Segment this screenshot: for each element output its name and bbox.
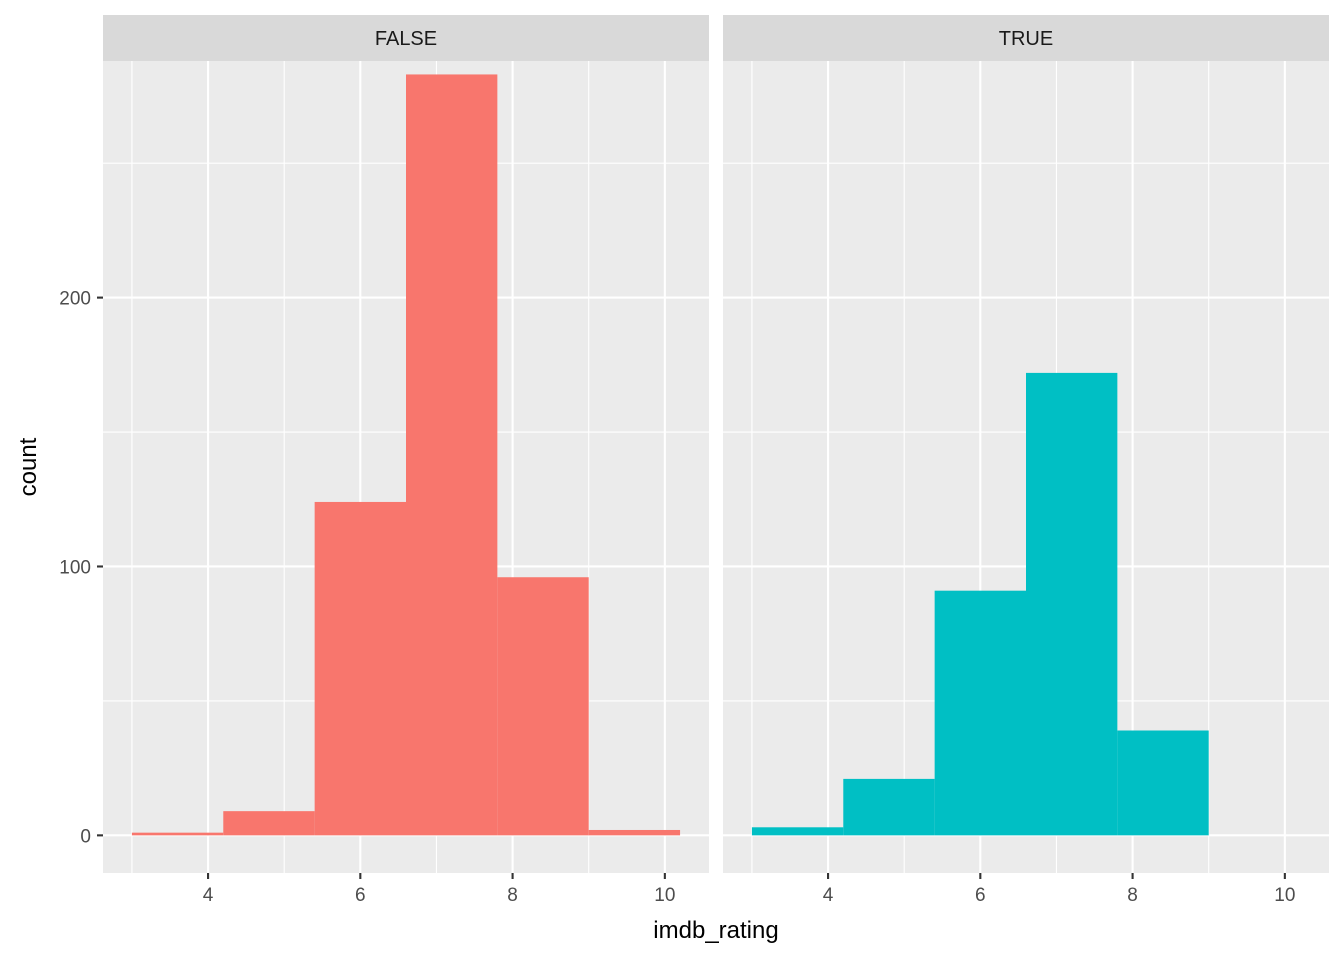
y-tick-label: 200: [59, 289, 91, 310]
histogram-bar: [934, 590, 1026, 836]
facet-strip-label: FALSE: [375, 28, 437, 50]
y-axis: 0 100 200: [59, 289, 103, 847]
y-tick-label: 100: [59, 557, 91, 578]
panels-layer: FALSE 4 6 8 10 TRUE 4 6 8 10: [103, 15, 1329, 906]
histogram-bar: [751, 827, 844, 836]
facet-strip-label: TRUE: [999, 28, 1053, 50]
histogram-bar: [1026, 372, 1118, 836]
histogram-bar: [223, 811, 315, 836]
histogram-bar: [497, 577, 589, 836]
panel-true: TRUE 4 6 8 10: [723, 15, 1329, 906]
x-tick-label: 4: [203, 885, 214, 906]
y-axis-title: count: [15, 437, 42, 496]
histogram-bar: [588, 829, 681, 836]
x-tick-label: 8: [507, 885, 518, 906]
histogram-bar: [131, 832, 224, 836]
histogram-bar: [314, 501, 406, 836]
histogram-bar: [843, 778, 935, 836]
x-tick-label: 10: [1274, 885, 1295, 906]
panel-false: FALSE 4 6 8 10: [103, 15, 709, 906]
x-tick-label: 4: [823, 885, 834, 906]
x-axis-title: imdb_rating: [653, 917, 778, 944]
x-tick-label: 6: [355, 885, 366, 906]
x-tick-label: 6: [975, 885, 986, 906]
x-tick-label: 10: [654, 885, 675, 906]
histogram-bar: [406, 74, 498, 836]
y-tick-label: 0: [80, 826, 91, 847]
facet-strip: [103, 15, 709, 61]
facet-strip: [723, 15, 1329, 61]
x-tick-label: 8: [1127, 885, 1138, 906]
histogram-bar: [1117, 730, 1209, 836]
